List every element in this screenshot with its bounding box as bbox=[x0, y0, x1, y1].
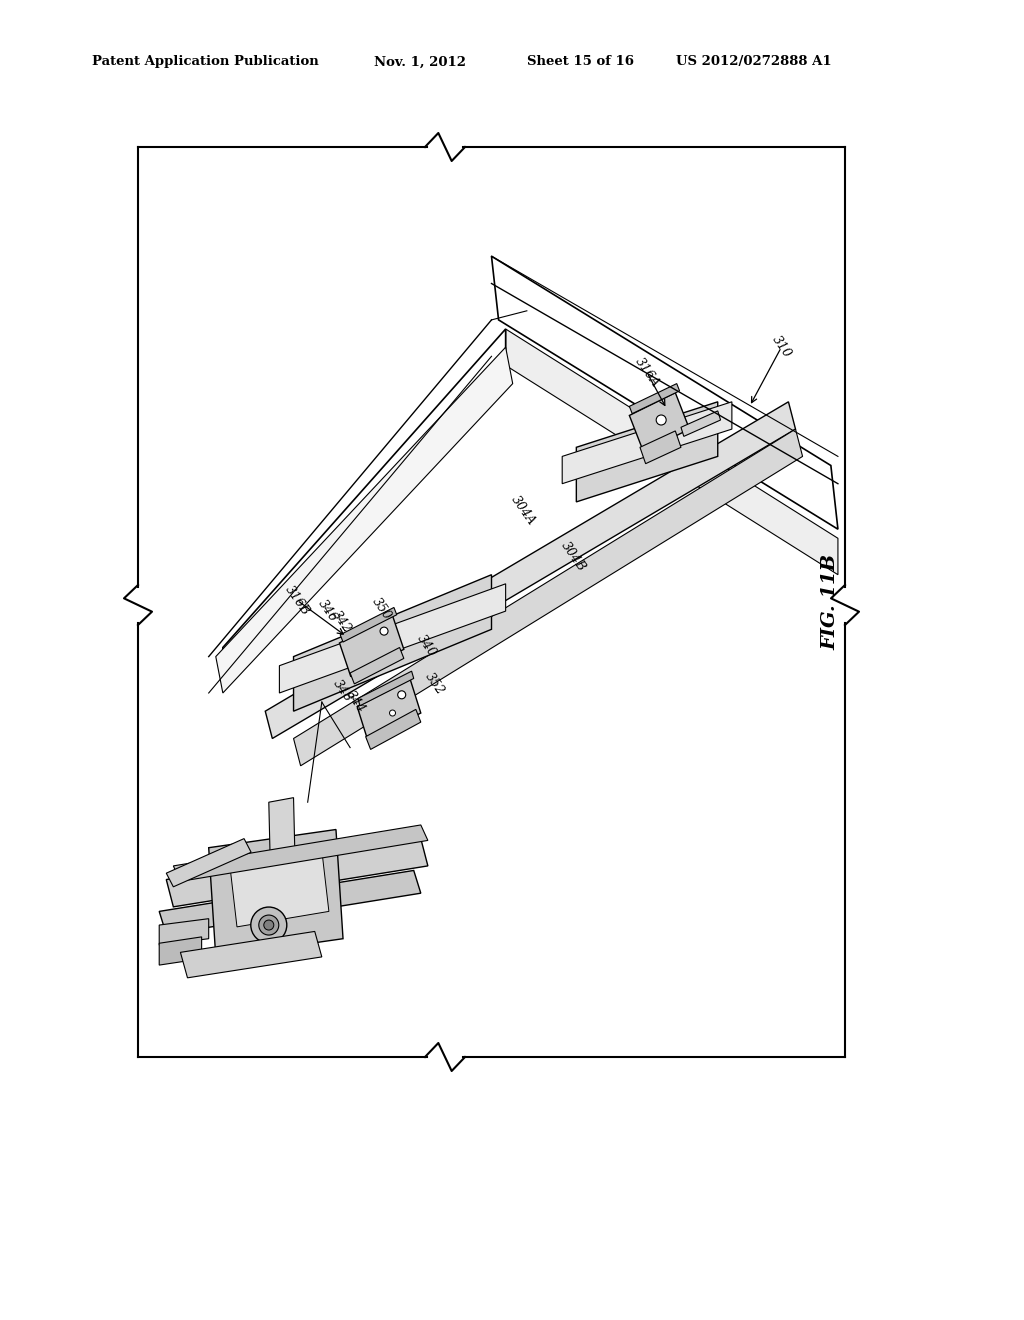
Text: 340: 340 bbox=[415, 632, 438, 659]
Text: 348: 348 bbox=[331, 677, 355, 705]
Circle shape bbox=[380, 627, 388, 635]
Polygon shape bbox=[577, 401, 718, 502]
Text: 316B: 316B bbox=[283, 583, 312, 618]
Polygon shape bbox=[223, 329, 506, 684]
Circle shape bbox=[389, 710, 395, 715]
Polygon shape bbox=[562, 401, 732, 483]
Polygon shape bbox=[630, 384, 680, 413]
Text: 310: 310 bbox=[769, 334, 794, 360]
Polygon shape bbox=[159, 870, 421, 935]
Polygon shape bbox=[340, 607, 396, 642]
Polygon shape bbox=[640, 430, 681, 463]
Polygon shape bbox=[280, 583, 506, 693]
Polygon shape bbox=[294, 429, 803, 766]
Text: US 2012/0272888 A1: US 2012/0272888 A1 bbox=[676, 55, 831, 69]
Polygon shape bbox=[268, 797, 295, 862]
Text: FIG. 11B: FIG. 11B bbox=[822, 554, 840, 649]
Polygon shape bbox=[492, 256, 838, 529]
Polygon shape bbox=[180, 932, 322, 978]
Text: 304A: 304A bbox=[509, 494, 538, 528]
Polygon shape bbox=[357, 680, 421, 741]
Polygon shape bbox=[159, 919, 209, 945]
Polygon shape bbox=[166, 838, 428, 907]
Text: Patent Application Publication: Patent Application Publication bbox=[92, 55, 318, 69]
Polygon shape bbox=[350, 648, 403, 684]
Polygon shape bbox=[366, 709, 421, 750]
Circle shape bbox=[259, 915, 279, 935]
Polygon shape bbox=[173, 825, 428, 882]
Polygon shape bbox=[340, 615, 403, 677]
Polygon shape bbox=[230, 850, 329, 927]
Circle shape bbox=[397, 690, 406, 698]
Text: 346: 346 bbox=[315, 598, 340, 624]
Text: 316A: 316A bbox=[632, 355, 662, 389]
Text: Nov. 1, 2012: Nov. 1, 2012 bbox=[374, 55, 466, 69]
Text: 304B: 304B bbox=[558, 539, 588, 574]
Polygon shape bbox=[681, 411, 721, 437]
Polygon shape bbox=[166, 838, 251, 887]
Polygon shape bbox=[357, 671, 414, 706]
Circle shape bbox=[264, 920, 273, 931]
Polygon shape bbox=[265, 401, 796, 738]
Text: 344: 344 bbox=[343, 689, 368, 715]
Polygon shape bbox=[159, 937, 202, 965]
Circle shape bbox=[251, 907, 287, 942]
Text: 350: 350 bbox=[370, 595, 394, 623]
Polygon shape bbox=[216, 347, 513, 693]
Polygon shape bbox=[294, 574, 492, 711]
Text: 352: 352 bbox=[423, 671, 447, 697]
Polygon shape bbox=[506, 329, 838, 574]
Polygon shape bbox=[209, 829, 343, 957]
Text: Sheet 15 of 16: Sheet 15 of 16 bbox=[527, 55, 634, 69]
Polygon shape bbox=[630, 393, 689, 451]
Text: 342: 342 bbox=[330, 609, 354, 635]
Circle shape bbox=[656, 414, 667, 425]
